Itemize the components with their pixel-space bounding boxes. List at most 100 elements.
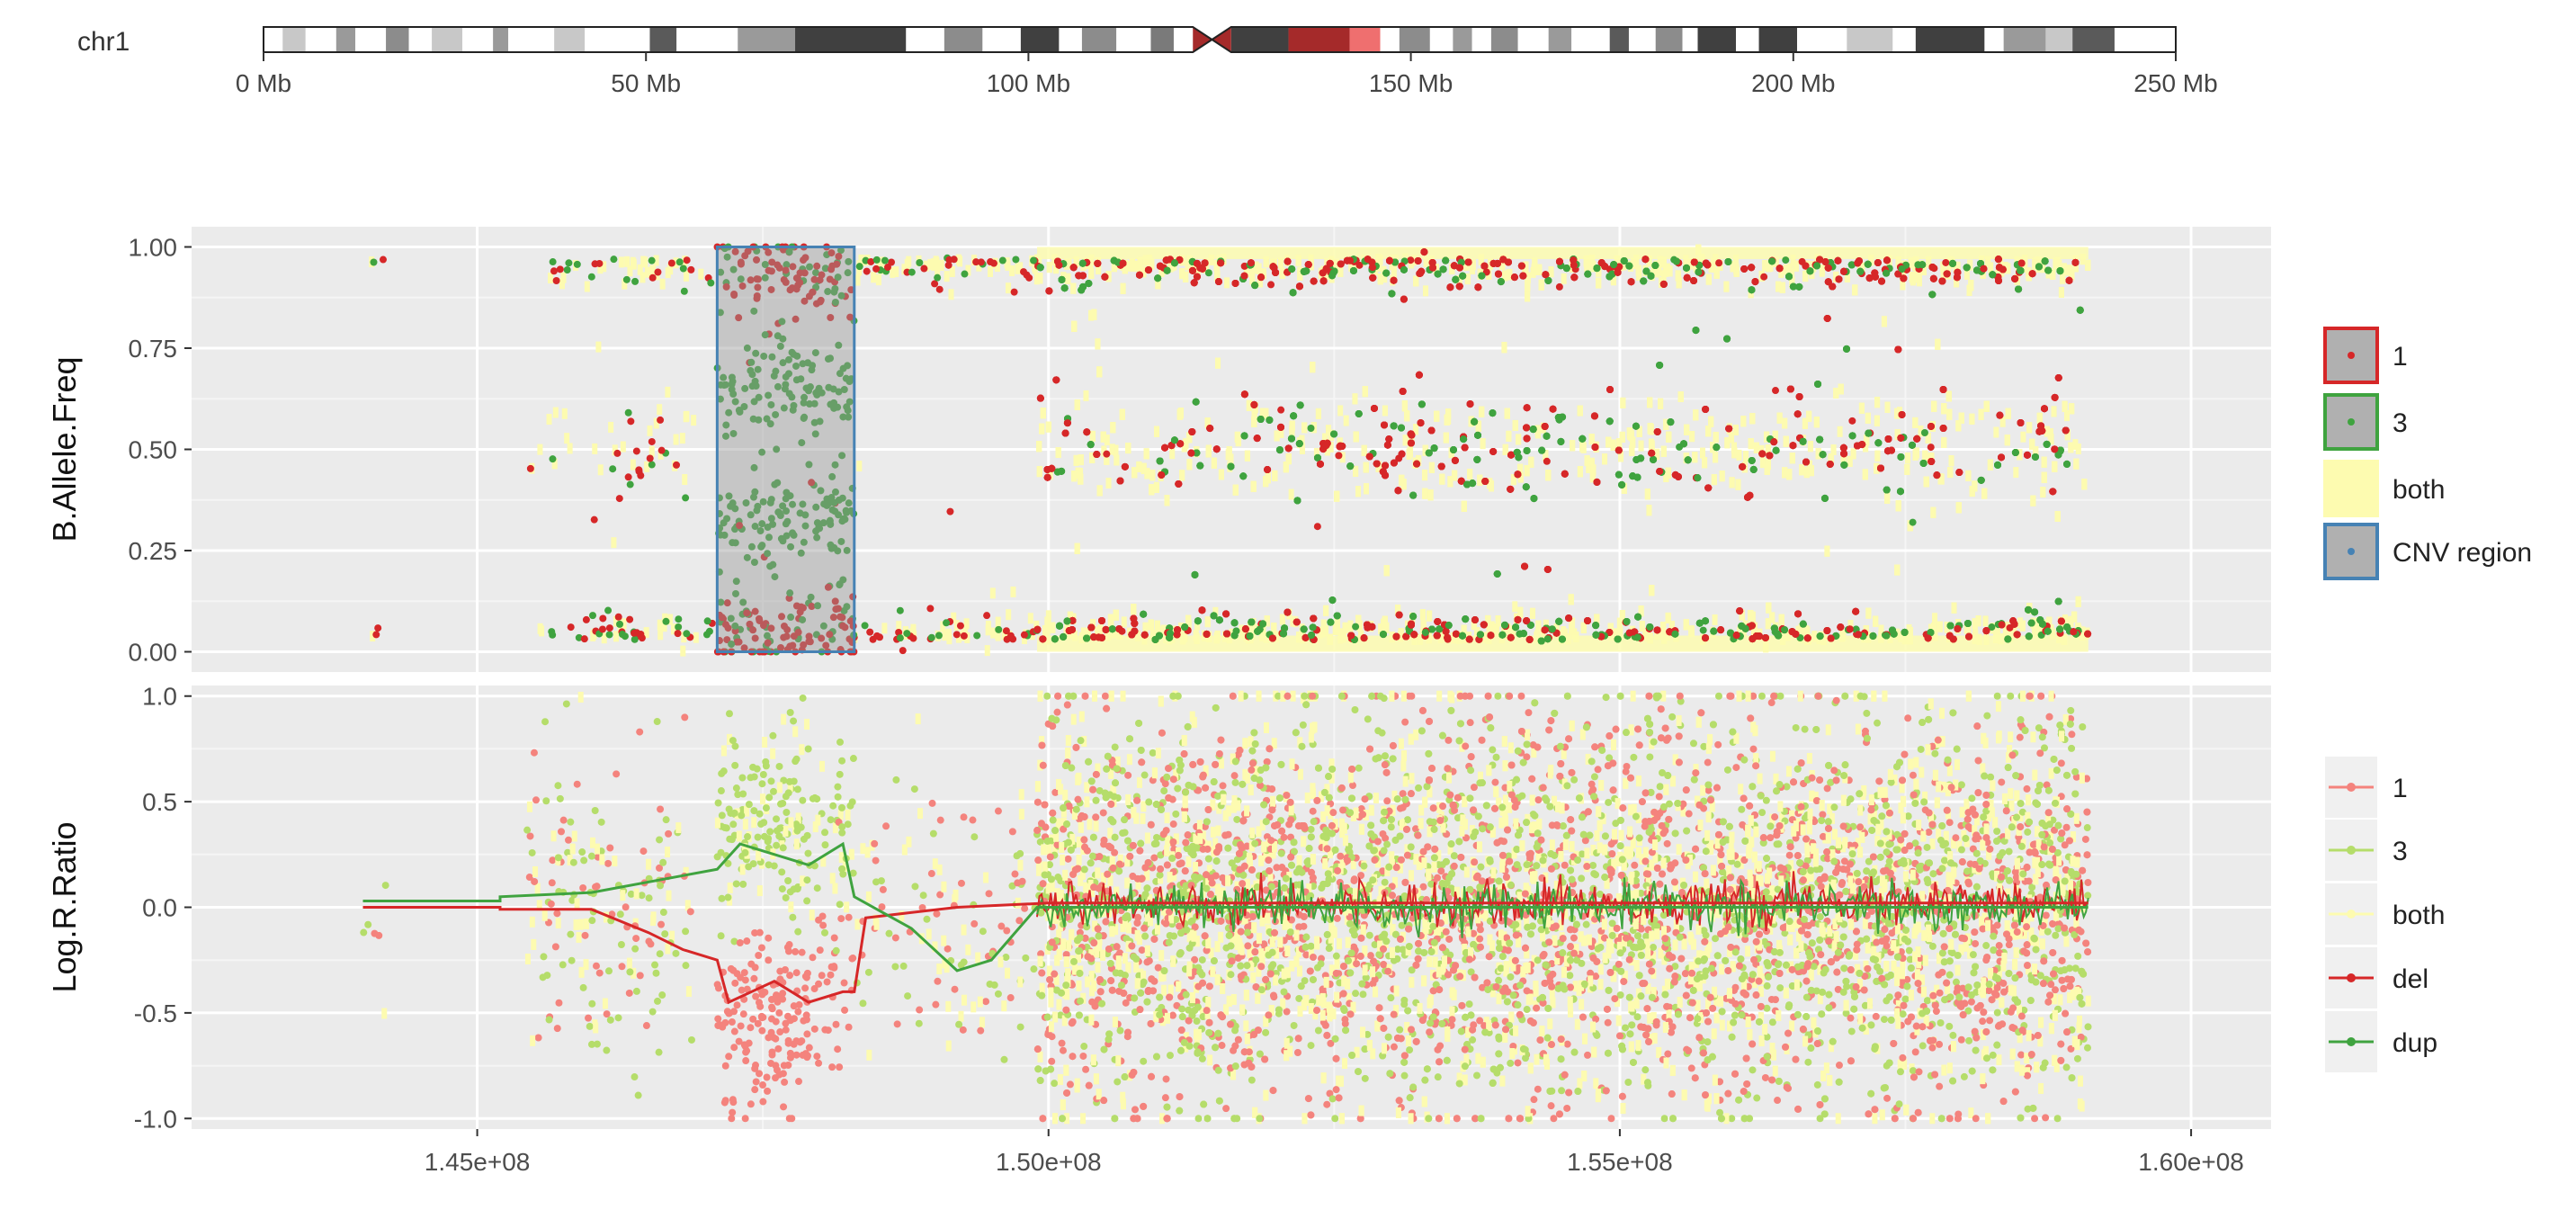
baf-point-both	[1660, 622, 1666, 632]
ideogram-band	[1453, 27, 1471, 52]
baf-point-both	[1645, 489, 1650, 499]
baf-point	[683, 630, 690, 637]
baf-point	[625, 409, 632, 417]
baf-point-both	[1179, 470, 1185, 480]
baf-point-both	[1384, 565, 1390, 576]
baf-point-both	[1708, 417, 1713, 427]
baf-point-both	[1606, 437, 1611, 448]
baf-point-both	[1713, 614, 1718, 625]
baf-point-both	[1935, 339, 1940, 350]
ideogram-band	[1021, 27, 1060, 52]
ideogram-band	[1491, 27, 1518, 52]
ideogram-band	[1381, 27, 1400, 52]
baf-point-both	[1658, 399, 1663, 409]
baf-point-both	[1445, 415, 1450, 426]
baf-point	[564, 266, 571, 273]
baf-point-both	[613, 631, 619, 641]
ideogram-band	[1150, 27, 1174, 52]
baf-point-both	[2085, 260, 2090, 271]
baf-point-both	[1477, 475, 1482, 486]
baf-point-both	[1851, 448, 1856, 459]
ideogram-band	[1610, 27, 1629, 52]
baf-point-both	[1808, 441, 1813, 452]
ideogram-band	[1518, 27, 1549, 52]
baf-point-both	[1666, 468, 1671, 479]
centromere-left	[1193, 27, 1212, 52]
baf-point-both	[2013, 467, 2018, 478]
baf-point-both	[1993, 427, 1999, 438]
baf-point-both	[1661, 446, 1667, 457]
baf-point-both	[1233, 485, 1239, 496]
baf-point-both	[1010, 587, 1015, 597]
baf-point-both	[1525, 465, 1530, 476]
baf-point-both	[1684, 425, 1689, 435]
baf-point	[613, 450, 621, 457]
ideogram-band	[1059, 27, 1082, 52]
ideogram-band	[1698, 27, 1737, 52]
baf-point	[550, 258, 557, 265]
baf-point	[675, 615, 682, 623]
baf-point-both	[1227, 446, 1232, 457]
baf-point-both	[1120, 409, 1125, 420]
baf-point-both	[666, 267, 671, 278]
baf-point-both	[1429, 462, 1435, 473]
ideogram-tick-label: 150 Mb	[1369, 69, 1453, 97]
baf-point-both	[1578, 466, 1583, 477]
ideogram-band	[1289, 27, 1350, 52]
baf-point-both	[1723, 282, 1729, 292]
baf-point-both	[2037, 413, 2043, 424]
baf-point-both	[1646, 505, 1651, 515]
baf-point-both	[2060, 273, 2065, 284]
baf-point-both	[2081, 479, 2087, 489]
baf-point-both	[1969, 414, 1974, 425]
baf-point-both	[1611, 440, 1616, 451]
baf-point-both	[1777, 413, 1783, 424]
baf-point-both	[560, 273, 566, 283]
baf-point-both	[1179, 268, 1185, 279]
baf-point-both	[564, 433, 569, 444]
baf-point-both	[876, 274, 881, 285]
baf-point-both	[1545, 470, 1551, 480]
baf-point-both	[1278, 257, 1284, 268]
baf-point-both	[684, 271, 689, 282]
baf-point-both	[1131, 604, 1136, 614]
baf-point-both	[1570, 440, 1575, 451]
baf-point-both	[1136, 462, 1141, 472]
baf-point-both	[1620, 398, 1625, 408]
ideogram-band	[676, 27, 738, 52]
baf-point-both	[1071, 471, 1077, 481]
baf-point-both	[1874, 397, 1880, 408]
baf-point-both	[1097, 485, 1103, 496]
baf-point-both	[1078, 468, 1083, 479]
baf-point-both	[1444, 433, 1449, 444]
baf-point	[703, 631, 711, 638]
baf-point-both	[1353, 466, 1358, 477]
baf-point-both	[1422, 489, 1427, 499]
baf-point-both	[1596, 278, 1601, 289]
ideogram-band	[508, 27, 554, 52]
baf-point-both	[906, 256, 911, 267]
ideogram-band	[1400, 27, 1430, 52]
baf-point-both	[585, 282, 590, 292]
baf-point-both	[2052, 462, 2057, 472]
baf-point-both	[2040, 487, 2045, 497]
baf-point-both	[1981, 489, 1987, 499]
baf-point-both	[1047, 262, 1052, 273]
baf-point-both	[640, 272, 645, 282]
baf-point-both	[1649, 439, 1654, 450]
baf-point	[588, 273, 595, 281]
baf-point-both	[2042, 457, 2047, 468]
baf-point	[704, 617, 711, 624]
ideogram-band	[2115, 27, 2176, 52]
baf-point	[589, 612, 596, 619]
baf-point-both	[1636, 265, 1641, 276]
baf-point-both	[1740, 416, 1746, 426]
ideogram-band	[1231, 27, 1289, 52]
baf-point	[675, 630, 682, 637]
ideogram-band	[1736, 27, 1759, 52]
baf-point-both	[1056, 447, 1061, 458]
baf-point-both	[1947, 467, 1953, 478]
baf-point-both	[1235, 432, 1240, 443]
